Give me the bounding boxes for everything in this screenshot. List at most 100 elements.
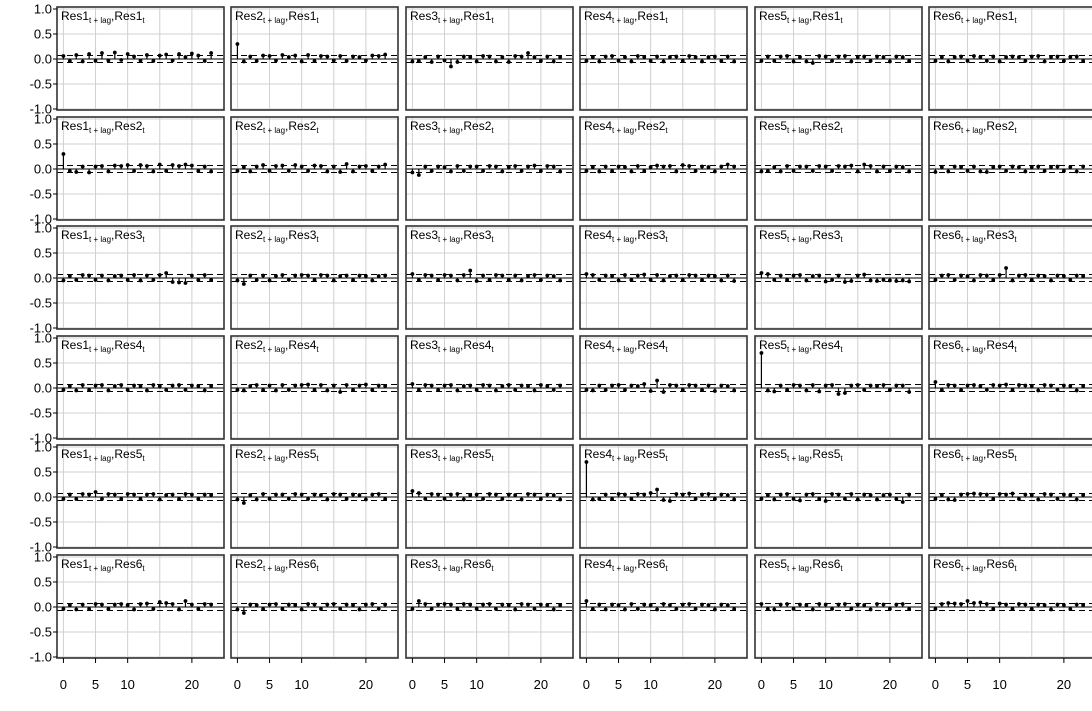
panel-label-separator: , xyxy=(983,228,986,242)
panel-label-lag-series: Res4 xyxy=(584,119,612,133)
panel-label-lag-series: Res1 xyxy=(61,228,89,242)
ccf-point xyxy=(487,54,492,59)
ccf-point xyxy=(719,492,724,497)
ccf-point xyxy=(138,163,143,167)
ccf-point xyxy=(655,487,659,492)
ccf-point xyxy=(209,493,214,497)
panel-label: Res6t + lag,Res1t xyxy=(933,9,1017,25)
ccf-point xyxy=(145,273,149,278)
ccf-panel-res4-res5: Res4t + lag,Res5t xyxy=(579,444,748,549)
ccf-point xyxy=(706,55,711,59)
ccf-point xyxy=(513,607,518,612)
panel-label-lag-series: Res4 xyxy=(584,228,612,242)
ccf-point xyxy=(293,383,298,388)
ccf-point xyxy=(80,164,85,169)
ccf-panel-res1-res6: Res1t + lag,Res6t xyxy=(56,554,225,659)
ccf-point xyxy=(952,164,957,169)
ccf-point xyxy=(648,603,653,607)
ccf-point xyxy=(500,273,505,278)
panel-label-separator: , xyxy=(285,9,288,23)
ccf-point xyxy=(642,272,647,277)
ccf-point xyxy=(1061,603,1066,607)
x-tick-label: 10 xyxy=(469,677,483,692)
ccf-point xyxy=(506,603,511,607)
ccf-point xyxy=(732,607,737,611)
ccf-point xyxy=(164,271,169,275)
ccf-point xyxy=(1055,273,1060,278)
ccf-point xyxy=(584,169,589,173)
ccf-point xyxy=(248,602,253,607)
panel-label: Res4t + lag,Res4t xyxy=(584,338,668,354)
ccf-point xyxy=(700,602,704,607)
ccf-point xyxy=(112,274,117,278)
ccf-point xyxy=(87,607,92,611)
ccf-panel-res1-res3: Res1t + lag,Res3t xyxy=(56,225,225,330)
ccf-point xyxy=(106,169,111,174)
ccf-point xyxy=(610,54,615,58)
ccf-point xyxy=(416,59,421,63)
ccf-point xyxy=(1074,602,1079,607)
ccf-point xyxy=(196,53,201,58)
ccf-point xyxy=(830,383,834,387)
panel-label-t-subscript: t xyxy=(316,126,319,135)
y-tick-label: -1.0 xyxy=(30,650,52,665)
ccf-point xyxy=(363,602,368,607)
ccf-panel-res4-res4: Res4t + lag,Res4t xyxy=(579,335,748,440)
ccf-point xyxy=(843,391,847,395)
ccf-point xyxy=(719,383,724,388)
ccf-point xyxy=(1049,165,1053,169)
ccf-point xyxy=(836,602,841,607)
ccf-point xyxy=(674,54,679,59)
ccf-point xyxy=(383,497,388,501)
ccf-point xyxy=(1017,165,1021,169)
ccf-point xyxy=(325,273,330,278)
ccf-point xyxy=(351,603,355,607)
ccf-point xyxy=(538,169,543,173)
panel-label-t-subscript: t xyxy=(491,235,494,244)
ccf-point xyxy=(680,388,685,392)
panel-label: Res4t + lag,Res1t xyxy=(584,9,668,25)
panel-label: Res3t + lag,Res3t xyxy=(410,228,494,244)
ccf-point xyxy=(785,278,790,282)
panel-label-separator: , xyxy=(460,119,463,133)
ccf-point xyxy=(603,54,608,59)
ccf-point xyxy=(241,282,246,286)
ccf-point xyxy=(267,383,272,388)
panel-label-t-subscript: t xyxy=(491,564,494,573)
ccf-panel-res3-res5: Res3t + lag,Res5t xyxy=(405,444,574,549)
panel-label-t-subscript: t xyxy=(840,235,843,244)
ccf-point xyxy=(423,55,428,59)
ccf-point xyxy=(693,273,698,278)
ccf-point xyxy=(494,388,498,393)
panel-label-lag-series: Res6 xyxy=(933,557,961,571)
panel-label-lag-series: Res2 xyxy=(235,9,263,23)
panel-label: Res5t + lag,Res2t xyxy=(759,119,843,135)
ccf-point xyxy=(474,607,479,611)
y-tick-label: 1.0 xyxy=(34,331,52,346)
ccf-point xyxy=(1036,388,1041,393)
ccf-point xyxy=(183,55,188,59)
ccf-point xyxy=(319,54,323,58)
ccf-point xyxy=(306,169,310,173)
ccf-point xyxy=(125,492,130,496)
ccf-point xyxy=(635,492,640,496)
ccf-point xyxy=(978,384,983,388)
ccf-point xyxy=(506,383,511,387)
ccf-point xyxy=(907,492,912,497)
panel-frame xyxy=(754,335,923,440)
ccf-point xyxy=(312,163,317,168)
ccf-point xyxy=(823,383,828,388)
ccf-point xyxy=(261,53,266,58)
panel-label-t-series: Res1 xyxy=(463,9,491,23)
y-tick-label: -0.5 xyxy=(30,187,52,202)
ccf-point xyxy=(410,272,415,276)
ccf-point xyxy=(280,607,285,611)
ccf-point xyxy=(526,384,530,388)
panel-label-t-series: Res5 xyxy=(986,447,1014,461)
ccf-point xyxy=(959,273,964,278)
panel-frame xyxy=(754,116,923,221)
ccf-point xyxy=(1010,388,1015,392)
ccf-point xyxy=(972,383,976,387)
panel-label-separator: , xyxy=(460,557,463,571)
ccf-point xyxy=(725,273,730,278)
